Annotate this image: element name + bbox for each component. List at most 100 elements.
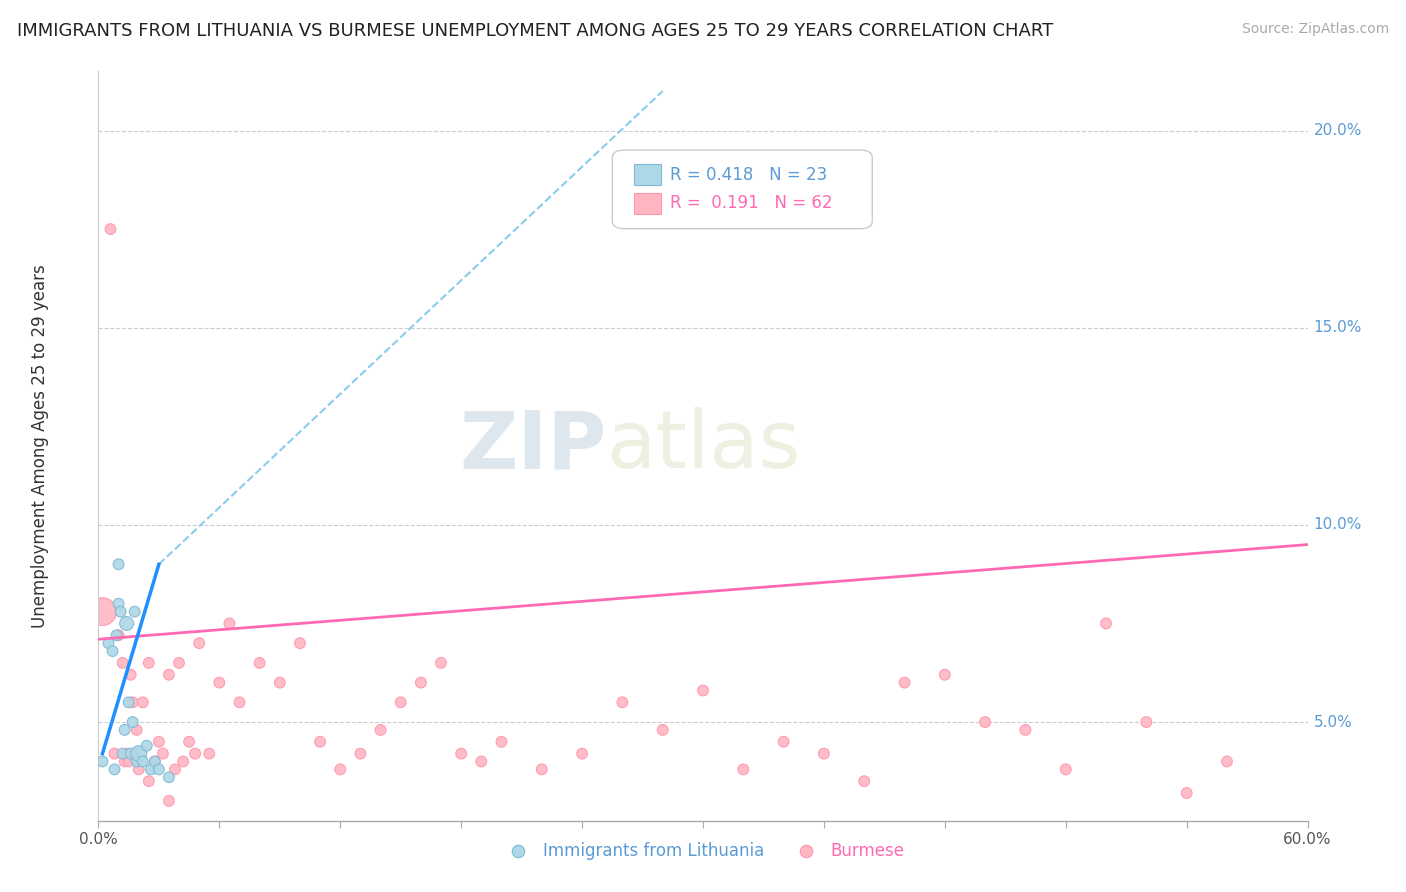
Point (148, 763, 170, 777)
Point (389, 695, 412, 709)
Point (651, 723, 673, 737)
Point (91, 755, 114, 769)
Point (138, 656, 160, 670)
Text: ZIP: ZIP (458, 407, 606, 485)
Point (139, 763, 162, 777)
Point (157, 667, 180, 681)
Point (974, 714, 997, 729)
Point (111, 747, 134, 761)
Point (125, 755, 148, 769)
Point (114, 723, 136, 737)
Point (105, 628, 128, 642)
Text: 5.0%: 5.0% (1313, 714, 1353, 730)
Point (1216, 755, 1239, 769)
Point (1135, 714, 1157, 729)
Point (115, 747, 138, 761)
Point (128, 747, 150, 761)
Point (157, 770, 180, 784)
Point (107, 628, 129, 642)
Point (349, 747, 371, 761)
Point (148, 735, 170, 749)
Point (118, 695, 141, 709)
Point (409, 675, 432, 690)
Point (120, 747, 142, 761)
Point (1054, 763, 1077, 777)
Point (138, 774, 160, 789)
Point (163, 763, 186, 777)
Text: Source: ZipAtlas.com: Source: ZipAtlas.com (1241, 22, 1389, 37)
FancyBboxPatch shape (634, 164, 661, 186)
Text: R =  0.191   N = 62: R = 0.191 N = 62 (671, 194, 832, 212)
Point (101, 644, 124, 658)
Point (1175, 786, 1198, 800)
Point (1014, 723, 1036, 737)
Point (128, 763, 150, 777)
Point (124, 747, 146, 761)
Point (103, 747, 125, 761)
Text: 15.0%: 15.0% (1313, 320, 1362, 335)
Point (813, 747, 835, 761)
Point (228, 695, 250, 709)
Point (612, 695, 634, 709)
Point (249, 656, 271, 670)
Text: 60.0%: 60.0% (1284, 832, 1331, 847)
Point (198, 747, 221, 761)
Point (1095, 616, 1118, 631)
Point (288, 636, 311, 650)
Point (110, 605, 132, 619)
Point (124, 605, 146, 619)
Point (118, 755, 141, 769)
Point (120, 667, 142, 681)
Point (309, 735, 332, 749)
Point (733, 763, 755, 777)
Point (91, 605, 114, 619)
Point (97, 636, 120, 650)
Point (571, 747, 593, 761)
Point (450, 747, 472, 761)
Text: Unemployment Among Ages 25 to 29 years: Unemployment Among Ages 25 to 29 years (31, 264, 49, 628)
Point (893, 675, 915, 690)
Point (132, 695, 155, 709)
Point (143, 755, 166, 769)
Text: 20.0%: 20.0% (1313, 123, 1362, 138)
Point (111, 656, 134, 670)
Point (172, 755, 194, 769)
Point (121, 714, 143, 729)
Point (430, 656, 453, 670)
Point (157, 794, 180, 808)
Point (470, 755, 492, 769)
Point (208, 675, 231, 690)
FancyBboxPatch shape (634, 193, 661, 214)
Point (167, 656, 190, 670)
Text: IMMIGRANTS FROM LITHUANIA VS BURMESE UNEMPLOYMENT AMONG AGES 25 TO 29 YEARS CORR: IMMIGRANTS FROM LITHUANIA VS BURMESE UNE… (17, 22, 1053, 40)
Point (269, 675, 291, 690)
Point (934, 667, 956, 681)
Point (121, 695, 143, 709)
Point (329, 763, 352, 777)
Point (107, 597, 129, 611)
Text: 10.0%: 10.0% (1313, 517, 1362, 533)
Point (135, 739, 157, 753)
Point (370, 723, 392, 737)
Point (114, 755, 136, 769)
Text: R = 0.418   N = 23: R = 0.418 N = 23 (671, 166, 828, 184)
Point (107, 558, 129, 572)
Point (143, 755, 166, 769)
Point (179, 735, 201, 749)
Point (132, 755, 155, 769)
Point (218, 616, 240, 631)
FancyBboxPatch shape (613, 150, 872, 228)
Point (530, 763, 553, 777)
Point (692, 683, 714, 698)
Point (115, 616, 138, 631)
Point (491, 735, 513, 749)
Point (188, 636, 211, 650)
Text: 0.0%: 0.0% (79, 832, 118, 847)
Point (103, 763, 125, 777)
Point (125, 723, 148, 737)
Point (853, 774, 876, 789)
Point (772, 735, 794, 749)
Text: atlas: atlas (606, 407, 800, 485)
Point (184, 747, 207, 761)
Legend: Immigrants from Lithuania, Burmese: Immigrants from Lithuania, Burmese (495, 835, 911, 866)
